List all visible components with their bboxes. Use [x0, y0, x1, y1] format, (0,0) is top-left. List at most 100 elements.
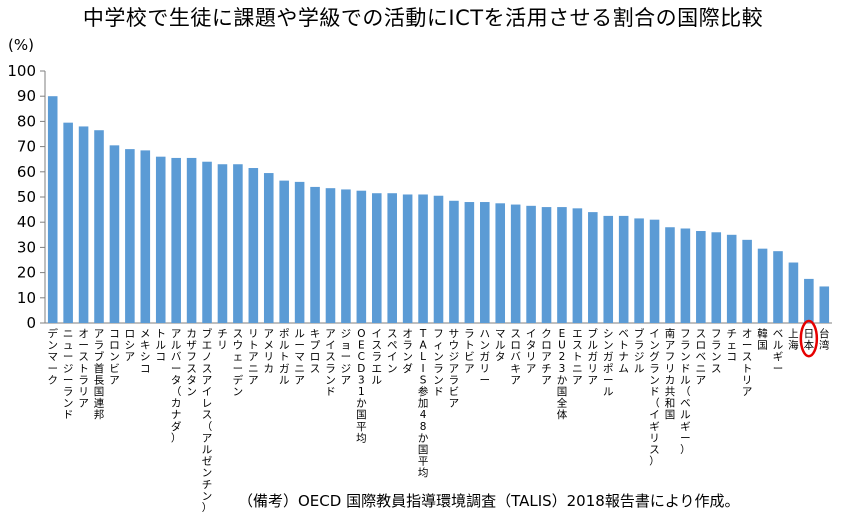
x-category-label: オランダ [402, 328, 413, 375]
bar [310, 186, 320, 323]
y-tick-label: 20 [17, 264, 36, 282]
x-category-label: T A L I S 参加 4 8 か国平均 [418, 328, 429, 479]
bar [371, 193, 382, 323]
x-category-label: スウェーデン [233, 328, 244, 398]
x-category-label: ベルギー [773, 328, 784, 375]
x-category-label: E U 2 3 か国全体 [557, 328, 568, 421]
bar [140, 150, 151, 323]
x-category-label: ブエノスアイレス（アルゼンチン） [202, 327, 213, 514]
x-category-label: 日本 [804, 328, 815, 352]
bar [202, 161, 212, 323]
x-category-label: ジョージア [341, 328, 352, 386]
bar [279, 180, 289, 323]
x-category-label: ベトナム [618, 328, 629, 375]
bar [726, 234, 737, 323]
bar [696, 231, 706, 323]
bar [341, 189, 351, 323]
x-category-label: スロバキア [510, 328, 521, 386]
x-category-label: 台湾 [819, 327, 830, 352]
x-category-label: ルーマニア [294, 328, 305, 386]
x-category-label: チリ [217, 328, 228, 352]
x-category-label: イタリア [526, 328, 537, 375]
bar [63, 122, 73, 323]
bar [94, 130, 104, 323]
y-tick-label: 10 [17, 289, 36, 307]
bar [464, 202, 475, 323]
x-category-label: イングランド（イギリス） [649, 328, 660, 468]
x-category-label: ロシア [125, 328, 136, 363]
bar [665, 227, 675, 323]
bar [541, 207, 552, 323]
bar [788, 262, 799, 323]
x-category-label: コロンビア [109, 328, 120, 386]
y-axis-unit: (%) [8, 36, 34, 54]
bar [186, 157, 197, 323]
bar [433, 195, 444, 323]
bar [711, 232, 722, 323]
bar [78, 126, 89, 323]
bar [526, 205, 536, 323]
x-category-label: オーストラリア [78, 328, 89, 410]
bar [649, 219, 660, 323]
bar [603, 215, 614, 323]
y-tick-label: 70 [17, 138, 36, 156]
x-category-label: スペイン [387, 328, 398, 375]
bar [757, 248, 768, 323]
bar [171, 157, 181, 323]
bar [588, 212, 598, 323]
bar [449, 200, 459, 323]
x-category-label: フィンランド [433, 328, 444, 398]
x-category-label: エストニア [572, 328, 583, 386]
x-category-label: フランドル（ベルギー） [680, 328, 691, 456]
y-tick-label: 40 [17, 213, 36, 231]
bar [495, 203, 506, 323]
x-category-label: ラトビア [464, 328, 475, 375]
x-category-label: アメリカ [264, 328, 275, 375]
x-category-label: スロベニア [696, 328, 707, 386]
x-category-label: ブルガリア [588, 327, 599, 386]
x-category-label: O E C D 3 1 か国平均 [356, 328, 367, 444]
x-category-label: オーストリア [742, 328, 753, 398]
x-category-label: トルコ [155, 328, 166, 363]
bar [387, 193, 397, 323]
bar [804, 278, 814, 323]
y-tick-label: 100 [7, 62, 36, 80]
bar [634, 218, 644, 323]
x-category-label: カザフスタン [186, 328, 197, 398]
x-category-label: アイスランド [325, 328, 336, 398]
x-category-label: サウジアラビア [449, 328, 460, 410]
bar [510, 204, 521, 323]
bar [618, 215, 629, 323]
x-category-label: 韓国 [757, 328, 768, 352]
x-category-label: クロアチア [541, 328, 552, 386]
x-category-label: アルバータ（カナダ） [171, 328, 182, 444]
category-labels: デンマークニュージーランドオーストラリアアラブ首長国連邦コロンビアロシアメキシコ… [47, 327, 830, 514]
x-category-label: ハンガリー [480, 328, 491, 386]
bar [109, 145, 120, 323]
x-category-label: メキシコ [140, 328, 151, 375]
bar [480, 202, 490, 323]
highlight-circle [799, 319, 819, 358]
x-category-label: リトアニア [248, 328, 259, 386]
bar [217, 164, 228, 323]
bar [47, 96, 58, 323]
y-tick-label: 80 [17, 112, 36, 130]
x-category-label: 上海 [788, 328, 799, 352]
bar [294, 181, 305, 323]
x-category-label: ポルトガル [279, 328, 290, 386]
chart-title: 中学校で生徒に課題や学級での活動にICTを活用させる割合の国際比較 [82, 6, 764, 30]
y-tick-label: 50 [17, 188, 36, 206]
y-tick-label: 90 [17, 87, 36, 105]
bar [557, 207, 567, 323]
bars [47, 96, 830, 323]
bar [402, 194, 413, 323]
bar [233, 164, 243, 323]
bar [263, 173, 274, 323]
x-category-label: フランス [711, 328, 722, 375]
x-category-label: 南アフリカ共和国 [665, 327, 676, 421]
x-category-label: イスラエル [372, 328, 383, 386]
x-category-label: チェコ [726, 328, 737, 363]
y-tick-label: 30 [17, 238, 36, 256]
bar [248, 168, 259, 323]
